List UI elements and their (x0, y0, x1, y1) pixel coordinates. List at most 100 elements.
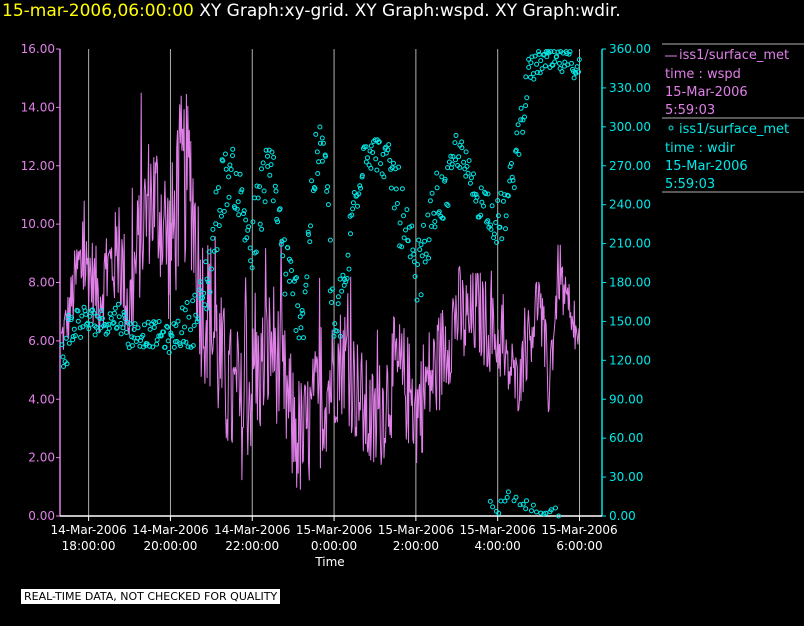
wdir-point (222, 151, 228, 157)
y-right-tick-label: 0.00 (609, 509, 636, 523)
wdir-point (178, 343, 183, 349)
wdir-point (532, 53, 538, 59)
wdir-point (238, 189, 244, 195)
wdir-point (313, 131, 319, 137)
wdir-point (116, 314, 122, 320)
x-tick-time: 20:00:00 (143, 539, 197, 553)
wdir-point (79, 313, 85, 319)
wdir-point (387, 157, 393, 163)
wdir-point (388, 185, 394, 191)
wdir-point (493, 220, 499, 225)
wdir-point (440, 215, 446, 221)
wdir-point (300, 310, 306, 316)
wdir-point (77, 325, 83, 331)
x-tick-date: 15-Mar-2006 (460, 523, 536, 537)
wdir-point (332, 321, 338, 327)
y-axis-left-ticks: 0.00 2.00 4.00 6.00 8.00 10.00 12.00 14.00 16.00 (21, 42, 60, 523)
wdir-point (281, 237, 287, 243)
wdir-point (257, 184, 262, 190)
wdir-point (539, 66, 545, 72)
wdir-point (227, 162, 233, 168)
wdir-point (237, 171, 243, 177)
wdir-point (261, 188, 267, 194)
wdir-point (272, 183, 278, 189)
wdir-point (185, 344, 191, 350)
wdir-point (217, 207, 223, 213)
y-right-tick-label: 30.00 (609, 470, 643, 484)
wdir-point (184, 300, 190, 305)
y-left-tick-label: 14.00 (21, 100, 55, 114)
wspd-series (60, 92, 580, 490)
y-left-tick-label: 8.00 (28, 276, 55, 290)
wdir-point (524, 498, 529, 504)
wdir-point (183, 339, 189, 345)
wdir-point (418, 242, 424, 248)
wdir-point (248, 258, 254, 264)
wdir-point (181, 338, 187, 344)
wdir-point (221, 208, 227, 214)
wdir-point (358, 185, 363, 191)
wdir-point (365, 155, 370, 161)
wdir-point (421, 222, 426, 228)
wdir-point (523, 74, 529, 80)
wdir-point (226, 174, 232, 180)
wdir-point (80, 324, 86, 330)
wdir-point (516, 151, 522, 157)
wdir-point (357, 183, 363, 189)
wspd-line (60, 92, 580, 490)
wdir-point (485, 218, 491, 224)
wdir-point (504, 494, 510, 500)
legend-wdir-text: time : wdir (665, 141, 736, 156)
wdir-point (319, 135, 325, 141)
wdir-point (241, 211, 246, 217)
wdir-point (228, 167, 234, 172)
wdir-point (99, 308, 104, 314)
wdir-point (381, 174, 387, 180)
wdir-point (210, 226, 216, 232)
wdir-point (403, 227, 408, 233)
y-left-tick-label: 10.00 (21, 217, 55, 231)
wdir-point (556, 513, 562, 519)
y-right-tick-label: 90.00 (609, 392, 643, 406)
wdir-point (267, 172, 273, 178)
wdir-point (394, 201, 400, 206)
wdir-point (490, 504, 496, 510)
wdir-point (363, 159, 369, 165)
wdir-point (452, 140, 458, 146)
wdir-point (154, 341, 160, 347)
wdir-point (494, 239, 500, 245)
x-tick-date: 14-Mar-2006 (50, 523, 126, 537)
wdir-point (190, 298, 196, 304)
wdir-point (407, 254, 413, 260)
wdir-point (479, 199, 485, 205)
wdir-point (88, 321, 94, 327)
wdir-point (162, 344, 168, 350)
wdir-point (363, 144, 369, 150)
wdir-point (325, 202, 331, 208)
wdir-point (111, 320, 117, 326)
y-left-tick-label: 6.00 (28, 334, 55, 348)
wdir-point (450, 154, 456, 159)
wdir-point (397, 220, 403, 226)
wdir-point (204, 306, 210, 312)
grid-lines (88, 49, 581, 516)
wdir-point (201, 290, 207, 296)
x-tick-date: 15-Mar-2006 (378, 523, 454, 537)
wdir-point (275, 219, 281, 225)
wdir-point (355, 203, 360, 209)
wdir-point (434, 170, 440, 176)
wdir-point (144, 341, 150, 347)
wdir-point (503, 213, 509, 219)
wdir-point (209, 266, 214, 272)
wdir-point (410, 247, 416, 253)
legend-wspd-text: 15-Mar-2006 (665, 85, 748, 100)
wdir-point (323, 153, 328, 159)
x-tick-time: 0:00:00 (311, 539, 357, 553)
wdir-point (97, 316, 103, 322)
title-graph-names: XY Graph:xy-grid. XY Graph:wspd. XY Grap… (199, 1, 621, 21)
wdir-point (203, 259, 209, 265)
wdir-point (268, 162, 274, 168)
wdir-point (562, 59, 568, 65)
wdir-point (340, 272, 346, 278)
wdir-point (85, 320, 91, 326)
